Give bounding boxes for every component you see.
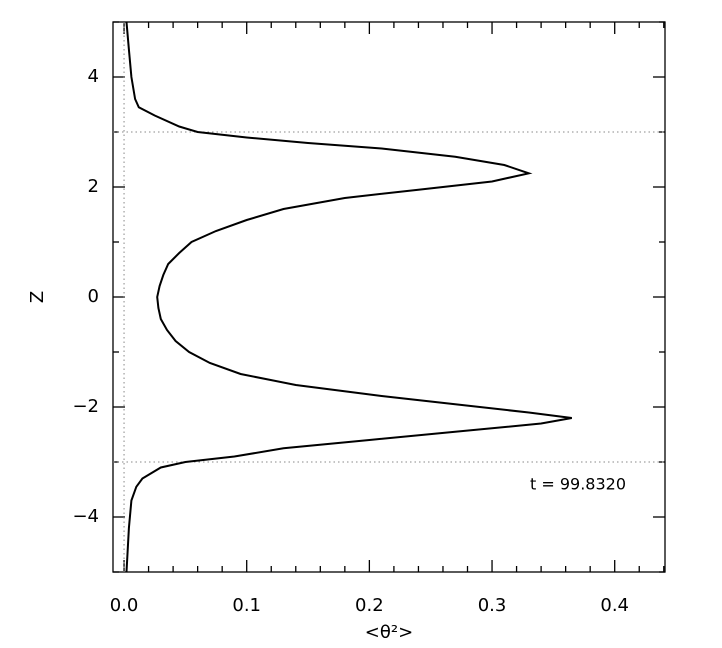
x-tick-label: 0.2	[355, 595, 384, 616]
y-tick-label: −4	[72, 506, 99, 527]
x-tick-label: 0.4	[600, 595, 629, 616]
data-line	[125, 21, 572, 573]
x-tick-label: 0.1	[232, 595, 261, 616]
annotation: t = 99.8320	[530, 475, 626, 494]
y-tick-label: −2	[72, 396, 99, 417]
y-axis-label: Z	[27, 291, 48, 303]
x-tick-label: 0.3	[478, 595, 507, 616]
y-tick-label: 2	[88, 176, 99, 197]
x-tick-label: 0.0	[110, 595, 139, 616]
x-axis-label: <θ²>	[365, 622, 413, 643]
y-tick-label: 4	[88, 66, 99, 87]
y-tick-label: 0	[88, 286, 99, 307]
